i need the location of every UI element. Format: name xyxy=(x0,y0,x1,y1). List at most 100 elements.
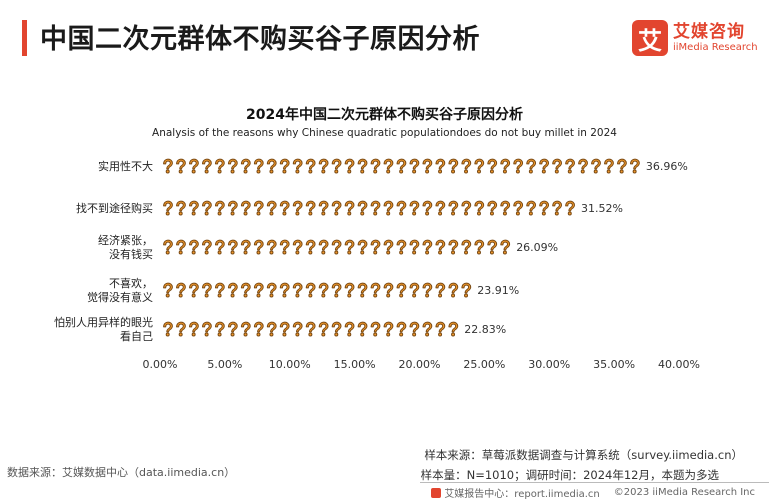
question-icon xyxy=(409,239,420,255)
question-icon xyxy=(253,321,264,337)
question-icon xyxy=(279,158,290,174)
question-icon xyxy=(266,200,277,216)
question-icon xyxy=(189,239,199,255)
question-icon xyxy=(370,321,381,337)
value-label: 26.09% xyxy=(516,241,558,254)
question-icon xyxy=(487,200,498,216)
question-icon xyxy=(461,239,472,255)
question-icon xyxy=(240,200,251,216)
logo-mark-icon: 艾 xyxy=(632,20,668,56)
question-icon xyxy=(292,239,303,255)
question-icon xyxy=(331,321,342,337)
footer-divider xyxy=(420,482,769,483)
question-icon xyxy=(383,200,394,216)
question-icon xyxy=(202,158,212,174)
category-label: 看自己 xyxy=(120,329,153,343)
question-icon xyxy=(474,239,485,255)
question-icon xyxy=(279,239,290,255)
question-icon xyxy=(357,200,368,216)
question-icon xyxy=(383,158,394,174)
question-icon xyxy=(240,321,251,337)
question-icon xyxy=(396,158,407,174)
question-icon xyxy=(240,239,251,255)
question-icon xyxy=(409,321,420,337)
question-icon xyxy=(422,239,433,255)
x-tick-label: 15.00% xyxy=(334,358,376,371)
category-label: 实用性不大 xyxy=(98,159,153,173)
page-title: 中国二次元群体不购买谷子原因分析 xyxy=(40,24,480,55)
question-icon xyxy=(279,282,290,298)
question-icon xyxy=(305,200,316,216)
question-icon xyxy=(176,282,186,298)
category-label: 怕别人用异样的眼光 xyxy=(54,315,153,329)
question-icon xyxy=(448,200,459,216)
question-icon xyxy=(176,239,186,255)
question-icon xyxy=(344,239,355,255)
value-label: 22.83% xyxy=(464,323,506,336)
x-tick-label: 0.00% xyxy=(143,358,178,371)
question-icon xyxy=(396,282,407,298)
question-icon xyxy=(253,200,264,216)
question-icon xyxy=(331,282,342,298)
question-icon xyxy=(305,321,316,337)
value-label: 31.52% xyxy=(581,202,623,215)
question-icon xyxy=(539,200,550,216)
question-icon xyxy=(292,158,303,174)
question-icon xyxy=(318,282,329,298)
report-center-link[interactable]: 艾媒报告中心：report.iimedia.cn xyxy=(444,489,600,500)
question-icon xyxy=(163,321,173,337)
question-icon xyxy=(500,158,511,174)
question-icon xyxy=(435,239,446,255)
question-icon xyxy=(617,158,627,174)
category-label: 不喜欢， xyxy=(109,276,153,290)
question-icon xyxy=(253,158,264,174)
footer-credits: 艾媒报告中心：report.iimedia.cn ©2023 iiMedia R… xyxy=(431,485,755,500)
x-tick-label: 25.00% xyxy=(463,358,505,371)
question-icon xyxy=(591,158,601,174)
question-icon xyxy=(370,239,381,255)
copyright-text: ©2023 iiMedia Research Inc xyxy=(613,487,755,498)
question-icon xyxy=(565,158,575,174)
title-accent-bar xyxy=(22,20,27,56)
question-icon xyxy=(202,321,212,337)
logo-english-name: iiMedia Research xyxy=(673,42,758,53)
question-icon xyxy=(331,158,342,174)
question-icon xyxy=(227,282,238,298)
question-icon xyxy=(435,282,446,298)
question-icon xyxy=(383,321,394,337)
question-icon xyxy=(448,239,459,255)
question-icon xyxy=(189,321,199,337)
question-icon xyxy=(318,200,329,216)
question-icon xyxy=(422,158,433,174)
question-icon xyxy=(189,158,199,174)
sample-size-note: 样本量：N=1010；调研时间：2024年12月，本题为多选 xyxy=(420,468,719,482)
question-icon xyxy=(318,158,329,174)
question-icon xyxy=(344,321,355,337)
question-icon xyxy=(383,282,394,298)
question-icon xyxy=(240,282,251,298)
mini-logo-icon xyxy=(431,487,442,498)
question-icon xyxy=(422,200,433,216)
question-icon xyxy=(357,282,368,298)
question-icon xyxy=(344,200,355,216)
question-icon xyxy=(214,200,225,216)
question-icon xyxy=(435,321,446,337)
question-icon xyxy=(189,200,199,216)
question-icon xyxy=(163,200,173,216)
question-icon xyxy=(474,158,485,174)
question-icon xyxy=(474,200,485,216)
question-icon xyxy=(422,282,433,298)
question-icon xyxy=(240,158,251,174)
question-icon xyxy=(253,282,264,298)
question-icon xyxy=(214,321,225,337)
question-icon xyxy=(176,158,186,174)
question-icon xyxy=(565,200,575,216)
question-icon xyxy=(163,239,173,255)
value-label: 23.91% xyxy=(477,284,519,297)
question-icon xyxy=(227,321,238,337)
question-icon xyxy=(500,200,511,216)
question-icon xyxy=(422,321,433,337)
question-icon xyxy=(448,158,459,174)
question-icon xyxy=(331,200,342,216)
question-icon xyxy=(214,282,225,298)
